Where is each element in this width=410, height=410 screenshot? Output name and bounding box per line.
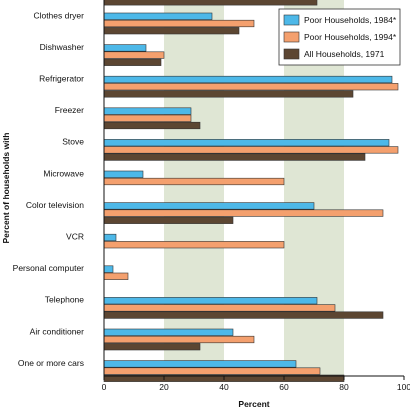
x-tick-label: 80: [339, 382, 349, 392]
x-tick-label: 60: [279, 382, 289, 392]
bar-10-series-0: [103, 328, 234, 336]
x-tick-label: 100: [397, 382, 410, 392]
bar-10-series-2: [103, 343, 201, 351]
category-label: Dishwasher: [40, 42, 85, 52]
bar-9-series-0: [103, 297, 318, 305]
x-tick-label: 0: [102, 382, 107, 392]
bar-6-series-1: [103, 209, 384, 217]
category-label: Microwave: [43, 168, 84, 178]
category-label: Color television: [26, 200, 84, 210]
category-label: One or more cars: [18, 358, 84, 368]
bar-partial-top: [103, 0, 318, 6]
bar-1-series-0: [103, 44, 147, 52]
bar-2-series-0: [103, 75, 393, 84]
bar-0-series-2: [103, 27, 240, 35]
legend-swatch: [283, 31, 300, 43]
background-band: [164, 0, 224, 376]
background-band: [224, 0, 284, 376]
bar-3-series-2: [103, 121, 201, 130]
bars-group: [103, 0, 399, 382]
bar-7-series-0: [103, 233, 117, 242]
legend-label: All Households, 1971: [304, 49, 385, 59]
category-labels: Clothes dryer Dishwasher Refrigerator Freez…: [13, 10, 85, 368]
category-label: Air conditioner: [30, 326, 85, 336]
legend-swatch: [283, 48, 300, 60]
bar-1-series-1: [103, 51, 165, 59]
bar-4-series-2: [103, 153, 366, 161]
bar-0-series-0: [103, 12, 213, 20]
legend-label: Poor Households, 1984*: [304, 15, 397, 25]
bar-2-series-1: [103, 83, 399, 91]
bar-4-series-1: [103, 146, 399, 154]
category-label: Personal computer: [13, 263, 85, 273]
bar-4-series-0: [103, 139, 390, 147]
bar-9-series-1: [103, 304, 336, 312]
bar-3-series-0: [103, 107, 192, 115]
bar-1-series-2: [103, 58, 162, 66]
bar-7-series-1: [103, 241, 285, 249]
x-tick-labels: 0 20 40 60 80 100: [102, 376, 410, 392]
bar-0-series-1: [103, 19, 255, 28]
x-tick-label: 20: [159, 382, 169, 392]
bar-6-series-2: [103, 216, 234, 224]
bar-10-series-1: [103, 335, 255, 344]
bar-9-series-2: [103, 311, 384, 319]
y-axis-title: Percent of households with: [1, 133, 11, 244]
bar-11-series-0: [103, 360, 297, 368]
bar-6-series-0: [103, 202, 315, 210]
legend-label: Poor Households, 1994*: [304, 32, 397, 42]
legend-swatch: [283, 14, 300, 26]
bar-5-series-1: [103, 177, 285, 186]
bar-5-series-0: [103, 170, 144, 178]
bar-2-series-2: [103, 90, 354, 98]
category-label: Telephone: [45, 295, 85, 305]
category-label: VCR: [66, 231, 84, 241]
category-label: Refrigerator: [39, 73, 84, 83]
category-label: Clothes dryer: [33, 10, 84, 20]
bar-8-series-0: [103, 265, 114, 273]
category-label: Freezer: [55, 105, 84, 115]
x-axis-title: Percent: [238, 399, 269, 409]
bar-3-series-1: [103, 114, 192, 122]
legend: Poor Households, 1984* Poor Households, 1…: [278, 8, 401, 66]
bar-11-series-1: [103, 367, 321, 375]
bar-8-series-1: [103, 272, 129, 280]
x-tick-label: 40: [219, 382, 229, 392]
category-label: Stove: [62, 137, 84, 147]
